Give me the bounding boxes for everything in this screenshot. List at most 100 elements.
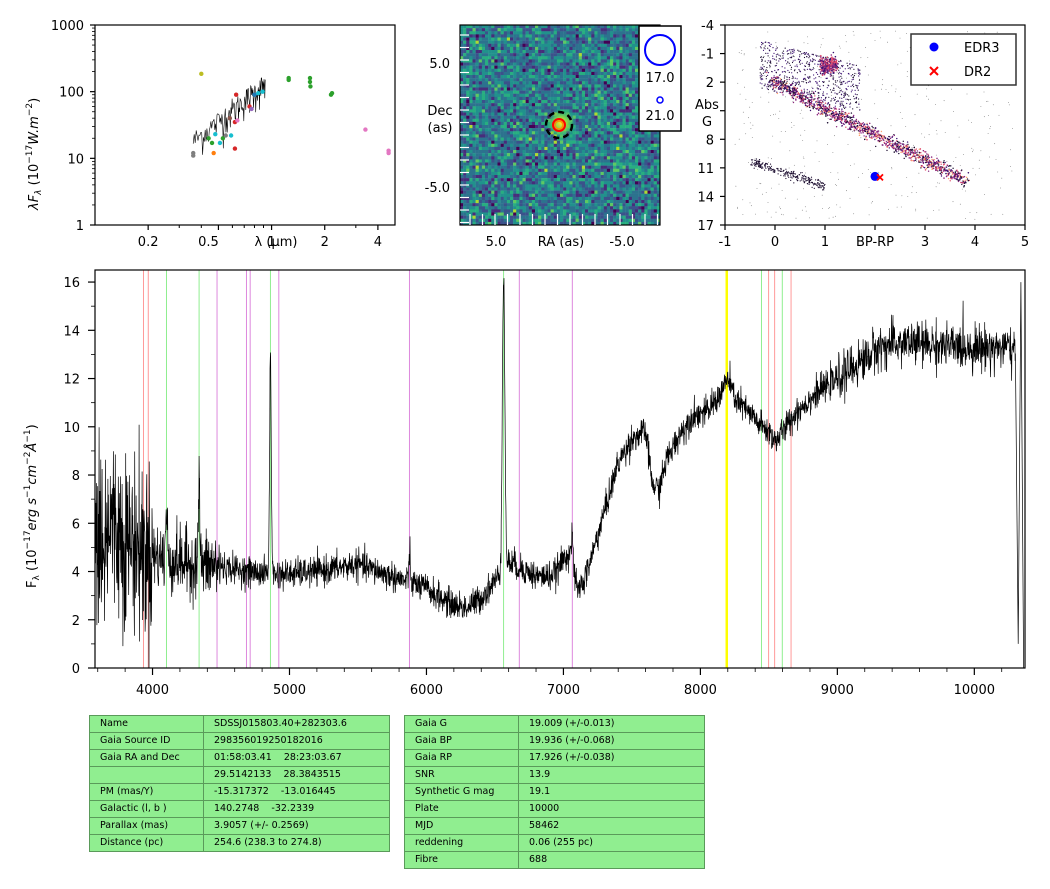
image-pixel <box>519 153 522 156</box>
image-pixel <box>523 144 526 147</box>
image-pixel <box>623 38 626 41</box>
image-pixel <box>635 128 638 131</box>
image-pixel <box>573 66 576 69</box>
image-pixel <box>498 209 501 212</box>
image-pixel <box>638 150 641 153</box>
image-pixel <box>504 213 507 216</box>
image-pixel <box>479 150 482 153</box>
image-pixel <box>573 63 576 66</box>
image-pixel <box>613 169 616 172</box>
image-pixel <box>654 216 657 219</box>
image-pixel <box>569 166 572 169</box>
image-pixel <box>510 38 513 41</box>
image-pixel <box>479 147 482 150</box>
image-pixel <box>541 59 544 62</box>
image-pixel <box>526 138 529 141</box>
image-pixel <box>585 91 588 94</box>
image-pixel <box>626 128 629 131</box>
image-pixel <box>476 53 479 56</box>
image-pixel <box>498 159 501 162</box>
image-pixel <box>554 69 557 72</box>
image-pixel <box>469 125 472 128</box>
image-pixel <box>632 97 635 100</box>
image-pixel <box>548 209 551 212</box>
image-pixel <box>491 138 494 141</box>
image-pixel <box>473 113 476 116</box>
image-pixel <box>641 213 644 216</box>
image-pixel <box>501 141 504 144</box>
image-pixel <box>579 81 582 84</box>
image-pixel <box>629 94 632 97</box>
image-pixel <box>651 188 654 191</box>
image-pixel <box>516 138 519 141</box>
image-pixel <box>494 159 497 162</box>
sed-point <box>218 141 222 145</box>
image-pixel <box>629 56 632 59</box>
image-pixel <box>510 75 513 78</box>
image-pixel <box>548 200 551 203</box>
image-pixel <box>601 169 604 172</box>
image-pixel <box>544 84 547 87</box>
image-pixel <box>626 100 629 103</box>
image-pixel <box>616 103 619 106</box>
image-pixel <box>576 100 579 103</box>
image-pixel <box>566 94 569 97</box>
image-pixel <box>610 144 613 147</box>
image-pixel <box>607 153 610 156</box>
image-pixel <box>573 163 576 166</box>
image-pixel <box>598 28 601 31</box>
image-pixel <box>544 150 547 153</box>
image-pixel <box>469 109 472 112</box>
image-pixel <box>538 97 541 100</box>
image-pixel <box>638 153 641 156</box>
image-pixel <box>541 122 544 125</box>
image-pixel <box>619 206 622 209</box>
image-pixel <box>588 188 591 191</box>
cmd-star <box>960 182 961 183</box>
image-pixel <box>541 194 544 197</box>
image-pixel <box>519 197 522 200</box>
image-pixel <box>551 94 554 97</box>
image-pixel <box>554 94 557 97</box>
image-pixel <box>485 53 488 56</box>
image-pixel <box>519 66 522 69</box>
image-pixel <box>466 163 469 166</box>
image-pixel <box>629 141 632 144</box>
image-pixel <box>623 172 626 175</box>
image-pixel <box>529 88 532 91</box>
image-pixel <box>619 78 622 81</box>
image-pixel <box>582 122 585 125</box>
image-pixel <box>491 125 494 128</box>
image-pixel <box>601 88 604 91</box>
image-pixel <box>588 200 591 203</box>
image-pixel <box>544 28 547 31</box>
image-pixel <box>613 175 616 178</box>
image-pixel <box>523 184 526 187</box>
image-pixel <box>601 100 604 103</box>
image-pixel <box>601 147 604 150</box>
image-pixel <box>510 159 513 162</box>
image-pixel <box>507 109 510 112</box>
image-pixel <box>463 153 466 156</box>
image-pixel <box>529 194 532 197</box>
image-pixel <box>585 106 588 109</box>
image-pixel <box>498 38 501 41</box>
image-pixel <box>632 56 635 59</box>
image-pixel <box>648 216 651 219</box>
image-pixel <box>482 75 485 78</box>
image-pixel <box>607 103 610 106</box>
image-pixel <box>644 153 647 156</box>
image-pixel <box>548 103 551 106</box>
image-pixel <box>616 131 619 134</box>
image-pixel <box>513 184 516 187</box>
image-pixel <box>619 150 622 153</box>
image-pixel <box>591 150 594 153</box>
image-pixel <box>641 203 644 206</box>
image-pixel <box>507 100 510 103</box>
image-pixel <box>473 69 476 72</box>
image-pixel <box>513 122 516 125</box>
image-pixel <box>654 191 657 194</box>
image-pixel <box>504 34 507 37</box>
image-pixel <box>623 56 626 59</box>
image-pixel <box>463 125 466 128</box>
